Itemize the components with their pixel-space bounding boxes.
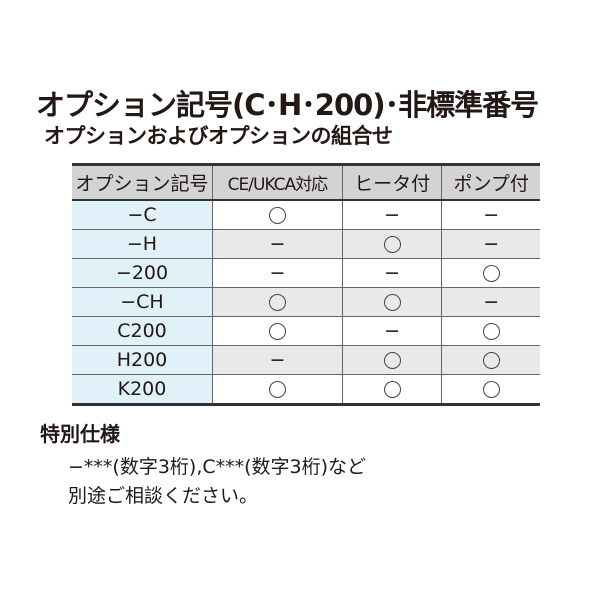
special-spec-heading: 特別仕様	[40, 422, 120, 446]
option-code: −H	[72, 229, 213, 259]
table-row: H200−	[72, 345, 540, 375]
option-code: H200	[72, 345, 213, 375]
page-subtitle: オプションおよびオプションの組合せ	[44, 124, 393, 148]
circle-icon	[268, 207, 286, 224]
not-supported-mark: −	[441, 229, 540, 259]
page-title: オプション記号(C･H･200)･非標準番号	[36, 88, 539, 122]
supported-mark	[441, 316, 540, 346]
table-row: −C − −	[72, 200, 540, 230]
circle-icon	[482, 323, 500, 340]
not-supported-mark: −	[341, 258, 442, 288]
circle-icon	[383, 294, 401, 311]
table-row: −H − −	[72, 229, 540, 259]
supported-mark	[441, 345, 540, 375]
supported-mark	[441, 258, 540, 288]
header-heater: ヒータ付	[341, 164, 442, 201]
table-row: C200 −	[72, 316, 540, 346]
not-supported-mark: −	[212, 258, 343, 288]
supported-mark	[212, 316, 343, 346]
not-supported-mark: −	[341, 200, 442, 230]
circle-icon	[383, 236, 401, 253]
table-row: K200	[72, 374, 540, 405]
option-code: K200	[72, 374, 213, 405]
option-code: −CH	[72, 287, 213, 317]
not-supported-mark: −	[212, 345, 343, 375]
supported-mark	[212, 374, 343, 405]
not-supported-mark: −	[212, 229, 343, 259]
circle-icon	[482, 381, 500, 398]
header-option-code: オプション記号	[72, 164, 213, 201]
table-row: −CH −	[72, 287, 540, 317]
table-header: オプション記号 CE/UKCA対応 ヒータ付 ポンプ付	[72, 164, 540, 201]
not-supported-mark: −	[341, 316, 442, 346]
circle-icon	[268, 381, 286, 398]
option-code: −200	[72, 258, 213, 288]
header-pump: ポンプ付	[441, 164, 540, 201]
special-spec-line-2: 別途ご相談ください。	[68, 485, 259, 507]
circle-icon	[383, 352, 401, 369]
not-supported-mark: −	[441, 200, 540, 230]
supported-mark	[341, 374, 442, 405]
supported-mark	[212, 287, 343, 317]
circle-icon	[268, 294, 286, 311]
supported-mark	[441, 374, 540, 405]
circle-icon	[482, 265, 500, 282]
supported-mark	[341, 345, 442, 375]
special-spec-line-1: −***(数字3桁),C***(数字3桁)など	[68, 456, 367, 478]
circle-icon	[383, 381, 401, 398]
supported-mark	[341, 287, 442, 317]
circle-icon	[482, 352, 500, 369]
table-row: −200− −	[72, 258, 540, 288]
options-table: オプション記号 CE/UKCA対応 ヒータ付 ポンプ付 −C − − −H − − −200…	[72, 163, 540, 406]
header-ce-ukca: CE/UKCA対応	[212, 164, 343, 201]
supported-mark	[212, 200, 343, 230]
option-code: −C	[72, 200, 213, 230]
option-code: C200	[72, 316, 213, 346]
not-supported-mark: −	[441, 287, 540, 317]
circle-icon	[268, 323, 286, 340]
supported-mark	[341, 229, 442, 259]
